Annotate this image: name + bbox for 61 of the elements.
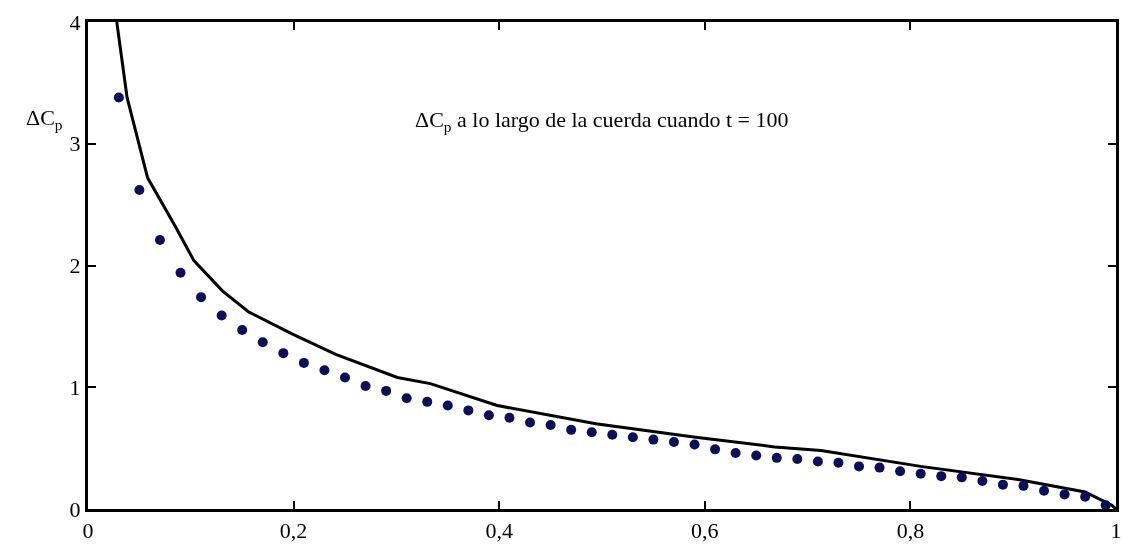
point: [525, 417, 536, 428]
point: [1039, 485, 1050, 496]
point: [154, 234, 165, 245]
x-tick-label: 0,4: [485, 518, 513, 544]
point: [298, 357, 309, 368]
point: [463, 405, 474, 416]
point: [956, 472, 967, 483]
point: [278, 348, 289, 359]
point: [175, 267, 186, 278]
y-tick-label: 2: [69, 253, 81, 279]
point: [936, 471, 947, 482]
point: [874, 462, 885, 473]
x-tick-label: 1: [1110, 518, 1122, 544]
point: [586, 427, 597, 438]
point: [771, 452, 782, 463]
point: [812, 456, 823, 467]
point: [442, 400, 453, 411]
point: [196, 292, 207, 303]
text: ΔC$_{p}$: [26, 105, 63, 133]
point: [216, 310, 227, 321]
point: [668, 437, 679, 448]
point: [854, 461, 864, 472]
point: [504, 412, 515, 423]
point: [1059, 489, 1070, 500]
point: [730, 448, 741, 458]
x-tick-label: 0,8: [896, 518, 925, 544]
text: a lo largo de la cuerda cuando t = 100: [457, 107, 789, 132]
y-tick-label: 1: [69, 374, 81, 400]
point: [607, 429, 618, 440]
point: [237, 325, 248, 336]
point: [319, 365, 330, 376]
point: [648, 434, 659, 445]
y-tick-label: 3: [69, 131, 81, 157]
point: [566, 424, 577, 435]
point: [1018, 480, 1029, 491]
x-tick-label: 0,6: [691, 518, 719, 544]
point: [134, 185, 145, 196]
point: [401, 393, 412, 404]
y-tick-label: 0: [69, 496, 81, 522]
point: [340, 372, 350, 383]
point: [113, 92, 124, 103]
point: [257, 337, 268, 348]
point: [977, 476, 988, 486]
point: [627, 432, 638, 443]
point: [915, 468, 926, 479]
point: [751, 450, 762, 461]
point: [360, 381, 371, 392]
point: [483, 410, 494, 421]
point: [689, 439, 700, 450]
point: [1080, 491, 1091, 502]
y-tick-label: 4: [69, 9, 81, 35]
point: [792, 454, 803, 465]
point: [895, 466, 906, 477]
point: [381, 385, 392, 396]
y-axis-title: ΔC$_{p}$: [415, 107, 452, 135]
point: [997, 479, 1008, 490]
point: [710, 444, 721, 455]
point: [833, 457, 844, 468]
x-tick-label: 0,2: [279, 518, 308, 544]
point: [545, 419, 556, 430]
point: [422, 396, 433, 407]
